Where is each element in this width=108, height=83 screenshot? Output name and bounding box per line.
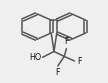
Text: HO: HO	[29, 53, 41, 62]
Text: F: F	[64, 38, 69, 46]
Text: F: F	[56, 68, 60, 77]
Text: F: F	[77, 57, 82, 65]
